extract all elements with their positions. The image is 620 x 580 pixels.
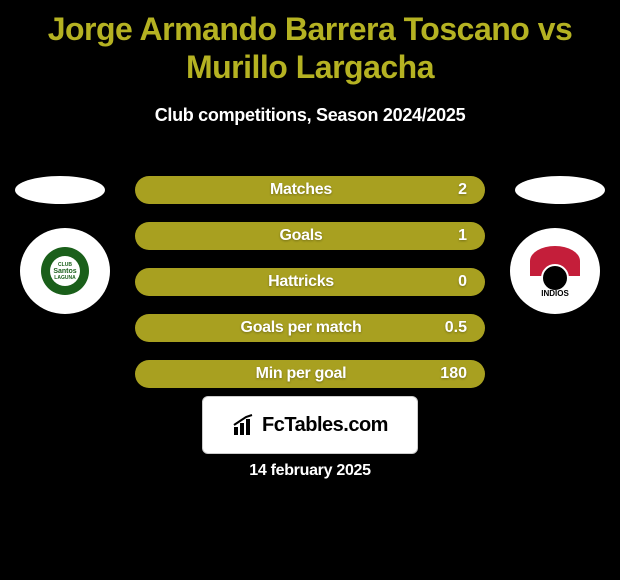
stat-row-matches: Matches 2 — [135, 176, 485, 204]
comparison-date: 14 february 2025 — [0, 462, 620, 480]
stat-label: Goals per match — [135, 319, 467, 337]
stat-row-mpg: Min per goal 180 — [135, 360, 485, 388]
stat-label: Goals — [135, 227, 467, 245]
stat-value: 1 — [458, 227, 467, 245]
stat-row-goals: Goals 1 — [135, 222, 485, 250]
indios-logo-icon: INDIOS — [525, 246, 585, 296]
stat-value: 2 — [458, 181, 467, 199]
player-marker-right — [515, 176, 605, 204]
stat-label: Hattricks — [135, 273, 467, 291]
stat-value: 0 — [458, 273, 467, 291]
stats-container: Matches 2 Goals 1 Hattricks 0 Goals per … — [135, 176, 485, 406]
stat-row-gpm: Goals per match 0.5 — [135, 314, 485, 342]
santos-logo-icon: CLUB Santos LAGUNA — [35, 241, 95, 301]
stat-label: Min per goal — [135, 365, 467, 383]
player-marker-left — [15, 176, 105, 204]
fctables-brand-text: FcTables.com — [262, 414, 388, 437]
stat-row-hattricks: Hattricks 0 — [135, 268, 485, 296]
fctables-brand-badge: FcTables.com — [202, 396, 418, 454]
chart-icon — [232, 413, 256, 437]
season-subtitle: Club competitions, Season 2024/2025 — [0, 105, 620, 126]
stat-value: 0.5 — [445, 319, 467, 337]
comparison-title: Jorge Armando Barrera Toscano vs Murillo… — [0, 0, 620, 87]
stat-label: Matches — [135, 181, 467, 199]
stat-value: 180 — [440, 365, 467, 383]
club-badge-left: CLUB Santos LAGUNA — [20, 228, 110, 314]
club-badge-right: INDIOS — [510, 228, 600, 314]
